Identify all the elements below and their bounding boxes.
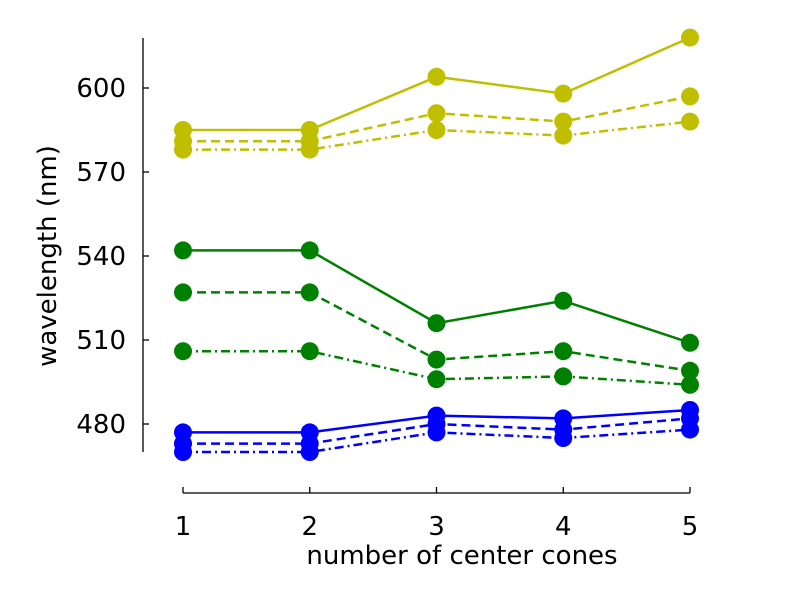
- y-axis: 480 510 540 570 600: [76, 38, 149, 452]
- data-point: [554, 84, 573, 103]
- x-tick-label: 1: [175, 512, 192, 542]
- data-point: [300, 283, 319, 302]
- y-tick-label: 570: [76, 158, 126, 188]
- y-tick-label: 540: [76, 242, 126, 272]
- data-point: [427, 423, 446, 442]
- data-point: [681, 375, 699, 394]
- data-point: [300, 342, 319, 361]
- x-axis-label: number of center cones: [306, 541, 617, 571]
- data-point: [174, 443, 192, 461]
- data-point: [681, 28, 699, 47]
- series: [174, 342, 699, 394]
- y-ticks: 480 510 540 570 600: [76, 74, 149, 440]
- data-point: [681, 361, 699, 380]
- x-tick-label: 2: [301, 512, 318, 542]
- data-point: [174, 241, 192, 260]
- series-group: [174, 28, 699, 461]
- y-axis-label: wavelength (nm): [33, 145, 63, 367]
- data-point: [681, 333, 699, 352]
- x-tick-label: 3: [428, 512, 445, 542]
- data-point: [427, 370, 446, 389]
- series: [174, 87, 699, 151]
- series: [174, 112, 699, 159]
- series: [174, 283, 699, 380]
- data-point: [174, 140, 192, 159]
- data-point: [300, 443, 319, 461]
- data-point: [174, 342, 192, 361]
- series-line: [183, 349, 691, 387]
- series: [174, 420, 699, 461]
- data-point: [427, 314, 446, 333]
- series: [174, 28, 699, 139]
- series: [174, 241, 699, 352]
- x-tick-label: 4: [555, 512, 572, 542]
- data-point: [300, 241, 319, 260]
- data-point: [554, 367, 573, 386]
- data-point: [681, 87, 699, 106]
- y-tick-label: 510: [76, 326, 126, 356]
- y-tick-label: 480: [76, 410, 126, 440]
- data-point: [427, 121, 446, 139]
- y-tick-label: 600: [76, 74, 126, 104]
- data-point: [300, 140, 319, 159]
- data-point: [681, 420, 699, 439]
- data-point: [554, 429, 573, 447]
- data-point: [554, 112, 573, 131]
- data-point: [427, 350, 446, 369]
- data-point: [427, 104, 446, 123]
- data-point: [427, 67, 446, 86]
- data-point: [554, 342, 573, 361]
- data-point: [554, 126, 573, 145]
- x-axis: 1 2 3 4 5: [175, 487, 699, 542]
- x-ticks: 1 2 3 4 5: [175, 487, 699, 542]
- x-tick-label: 5: [682, 512, 699, 542]
- data-point: [554, 291, 573, 310]
- data-point: [681, 112, 699, 131]
- data-point: [174, 283, 192, 302]
